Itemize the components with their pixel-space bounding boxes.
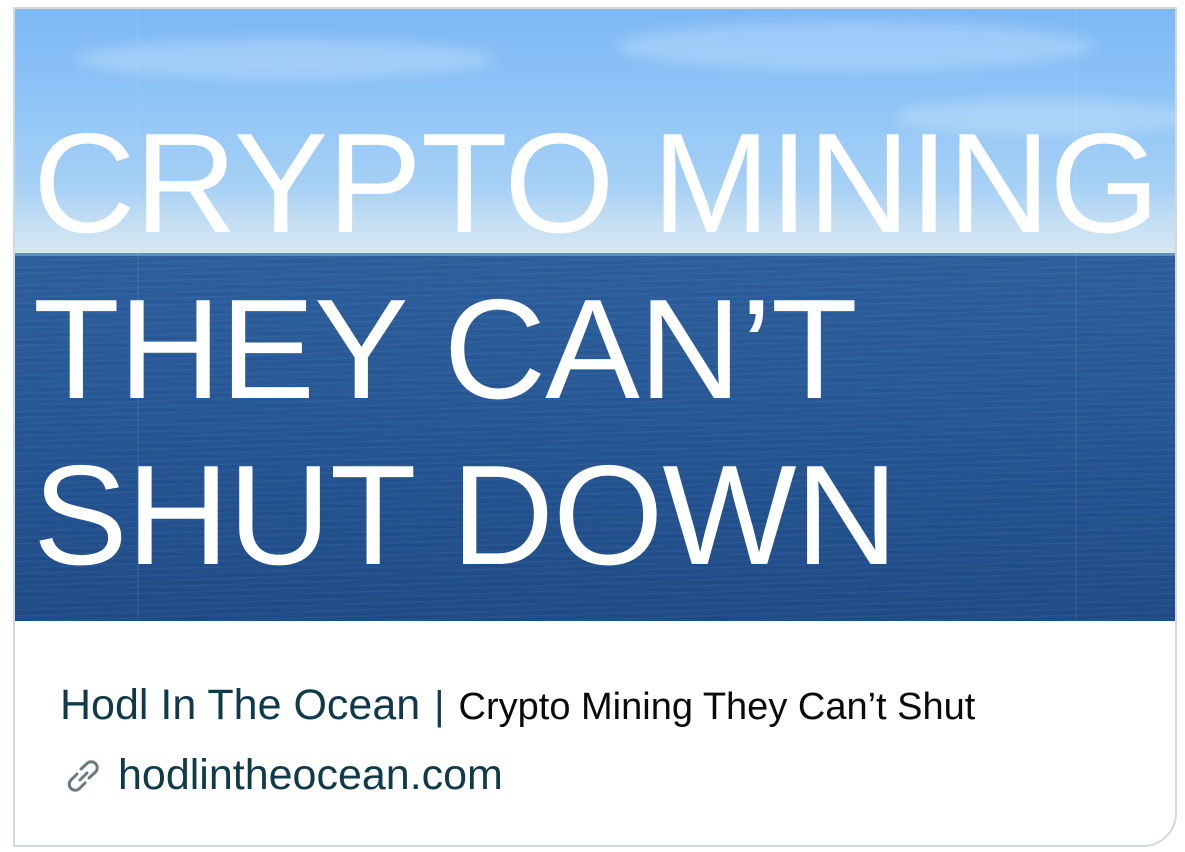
headline-line-1: CRYPTO MINING bbox=[33, 104, 1160, 263]
title-line[interactable]: Hodl In The Ocean | Crypto Mining They C… bbox=[60, 681, 975, 730]
link-icon bbox=[60, 753, 106, 799]
link-preview-card[interactable]: CRYPTO MINING THEY CAN’T SHUT DOWN Hodl … bbox=[13, 7, 1177, 847]
horizon-haze bbox=[15, 189, 1175, 259]
headline-line-3: SHUT DOWN bbox=[33, 436, 898, 595]
image-seam bbox=[1075, 9, 1077, 621]
hero-headline: CRYPTO MINING THEY CAN’T SHUT DOWN bbox=[33, 101, 1160, 599]
card-meta[interactable]: Hodl In The Ocean | Crypto Mining They C… bbox=[15, 621, 1175, 845]
cloud bbox=[895, 99, 1175, 135]
ocean bbox=[15, 255, 1175, 621]
site-name: Hodl In The Ocean bbox=[60, 681, 421, 729]
cloud bbox=[75, 39, 495, 79]
title-separator: | bbox=[434, 684, 445, 728]
page-title: Crypto Mining They Can’t Shut bbox=[458, 686, 976, 728]
image-seam bbox=[137, 9, 139, 621]
domain-link[interactable]: hodlintheocean.com bbox=[60, 751, 503, 800]
horizon-line bbox=[15, 253, 1175, 256]
headline-line-2: THEY CAN’T bbox=[33, 270, 858, 429]
hero-image[interactable]: CRYPTO MINING THEY CAN’T SHUT DOWN bbox=[15, 9, 1175, 621]
domain-text[interactable]: hodlintheocean.com bbox=[118, 751, 503, 799]
cloud bbox=[615, 21, 1095, 71]
